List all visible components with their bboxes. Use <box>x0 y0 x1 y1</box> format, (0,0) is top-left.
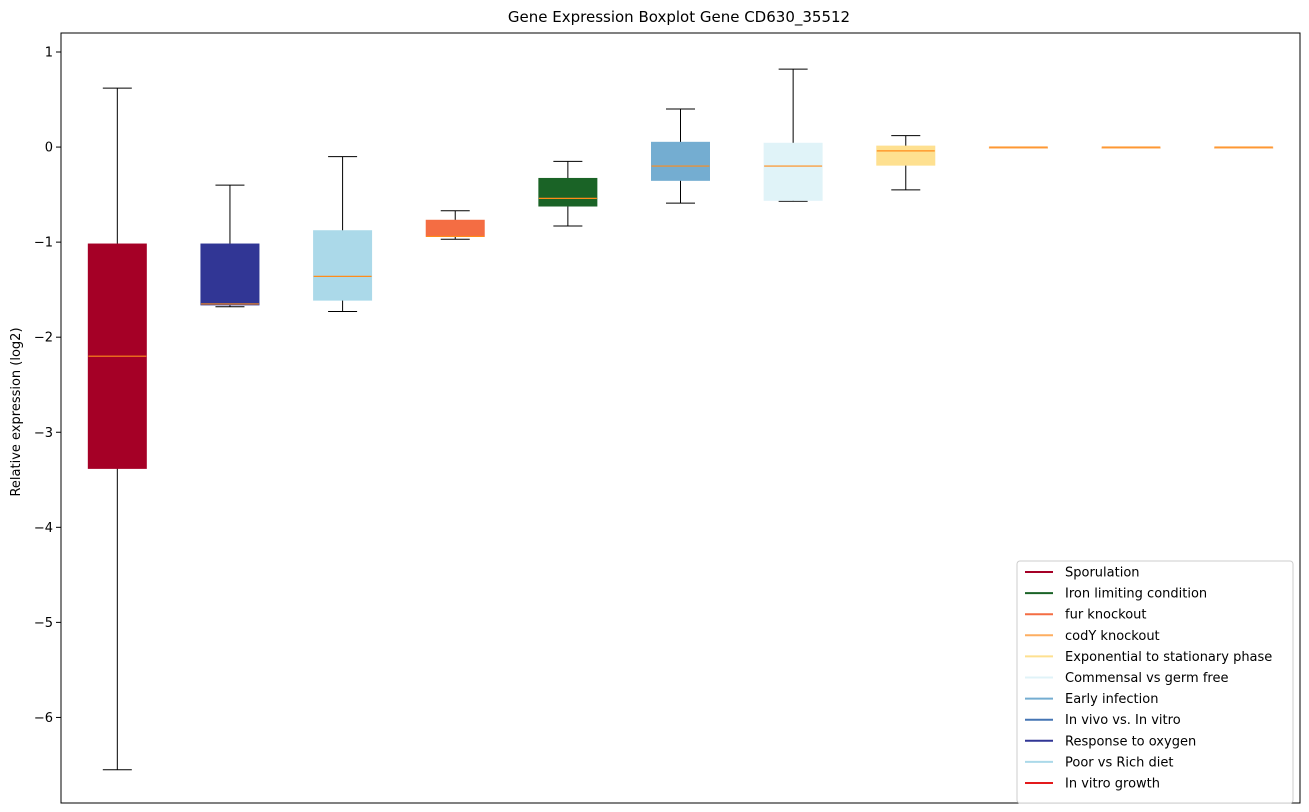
box-body <box>651 141 710 181</box>
box-3 <box>313 156 373 313</box>
y-tick-label: −1 <box>34 236 53 251</box>
legend-label: In vitro growth <box>1065 777 1160 792</box>
y-tick-label: 1 <box>45 46 53 61</box>
y-axis-label: Relative expression (log2) <box>9 327 24 496</box>
box-8 <box>876 135 936 191</box>
box-9 <box>988 146 1048 149</box>
legend-label: codY knockout <box>1065 629 1160 644</box>
plot-area <box>87 68 1274 771</box>
y-tick-label: −5 <box>34 616 53 631</box>
legend-item: fur knockout <box>1025 608 1147 623</box>
legend-label: Sporulation <box>1065 566 1140 581</box>
legend-label: Commensal vs germ free <box>1065 671 1228 686</box>
box-body <box>538 177 598 207</box>
box-body <box>425 219 485 237</box>
box-body <box>200 243 260 306</box>
box-1 <box>87 87 147 771</box>
box-2 <box>200 184 260 308</box>
legend-item: In vivo vs. In vitro <box>1025 713 1181 728</box>
legend-item: Sporulation <box>1025 566 1140 581</box>
box-4 <box>425 210 485 240</box>
legend-label: Iron limiting condition <box>1065 587 1207 602</box>
legend-item: Early infection <box>1025 692 1158 707</box>
box-7 <box>763 68 823 202</box>
y-tick-label: −6 <box>34 711 53 726</box>
y-tick-label: −4 <box>34 521 53 536</box>
legend: Sporulation Iron limiting condition fur kn… <box>1016 560 1294 804</box>
legend-item: Response to oxygen <box>1025 734 1196 749</box>
legend-label: Poor vs Rich diet <box>1065 755 1173 770</box>
legend-item: codY knockout <box>1025 629 1160 644</box>
chart-title: Gene Expression Boxplot Gene CD630_35512 <box>508 8 850 27</box>
box-body <box>876 145 936 166</box>
legend-label: Early infection <box>1065 692 1158 707</box>
box-10 <box>1101 146 1161 149</box>
legend-item: Poor vs Rich diet <box>1025 755 1173 770</box>
box-body <box>763 142 823 201</box>
legend-item: In vitro growth <box>1025 777 1160 792</box>
legend-label: Exponential to stationary phase <box>1065 650 1272 665</box>
y-tick-label: 0 <box>45 141 53 156</box>
box-6 <box>651 108 710 204</box>
legend-label: fur knockout <box>1065 608 1147 623</box>
box-11 <box>1214 146 1274 149</box>
legend-label: Response to oxygen <box>1065 734 1196 749</box>
legend-item: Commensal vs germ free <box>1025 671 1228 686</box>
y-tick-label: −3 <box>34 426 53 441</box>
legend-item: Iron limiting condition <box>1025 587 1207 602</box>
box-5 <box>538 160 598 227</box>
legend-item: Exponential to stationary phase <box>1025 650 1272 665</box>
legend-label: In vivo vs. In vitro <box>1065 713 1181 728</box>
box-body <box>313 230 373 301</box>
legend-frame <box>1016 560 1294 804</box>
y-axis: 1 0 −1 −2 −3 −4 −5 −6 <box>34 46 61 726</box>
plot-frame <box>60 32 1301 804</box>
y-tick-label: −2 <box>34 331 53 346</box>
